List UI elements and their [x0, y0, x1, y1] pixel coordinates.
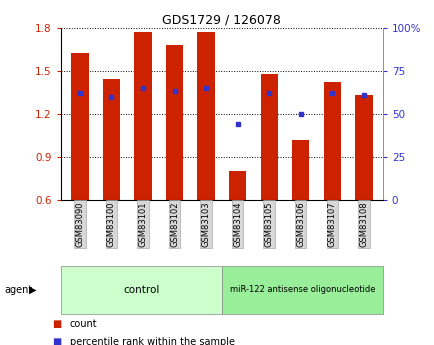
Text: agent: agent — [4, 285, 33, 295]
Bar — [165, 45, 183, 200]
Text: GSM83108: GSM83108 — [358, 201, 368, 247]
Text: ■: ■ — [52, 319, 61, 329]
Bar — [102, 79, 120, 200]
Text: GSM83090: GSM83090 — [75, 201, 84, 247]
Text: miR-122 antisense oligonucleotide: miR-122 antisense oligonucleotide — [229, 285, 374, 294]
Text: GSM83105: GSM83105 — [264, 201, 273, 247]
Text: GSM83100: GSM83100 — [107, 201, 115, 247]
Bar — [197, 32, 214, 200]
Bar — [355, 95, 372, 200]
Text: GSM83103: GSM83103 — [201, 201, 210, 247]
Text: count: count — [69, 319, 97, 329]
Bar — [134, 32, 151, 200]
Title: GDS1729 / 126078: GDS1729 / 126078 — [162, 13, 281, 27]
Text: ■: ■ — [52, 337, 61, 345]
Text: ▶: ▶ — [29, 285, 36, 295]
Text: GSM83101: GSM83101 — [138, 201, 147, 247]
Bar — [291, 140, 309, 200]
Text: control: control — [123, 285, 159, 295]
Text: GSM83104: GSM83104 — [233, 201, 242, 247]
Text: GSM83107: GSM83107 — [327, 201, 336, 247]
Bar — [228, 171, 246, 200]
Bar — [323, 82, 340, 200]
Text: percentile rank within the sample: percentile rank within the sample — [69, 337, 234, 345]
Bar — [71, 53, 88, 200]
Bar — [260, 73, 277, 200]
Text: GSM83102: GSM83102 — [170, 201, 179, 247]
Text: GSM83106: GSM83106 — [296, 201, 305, 247]
